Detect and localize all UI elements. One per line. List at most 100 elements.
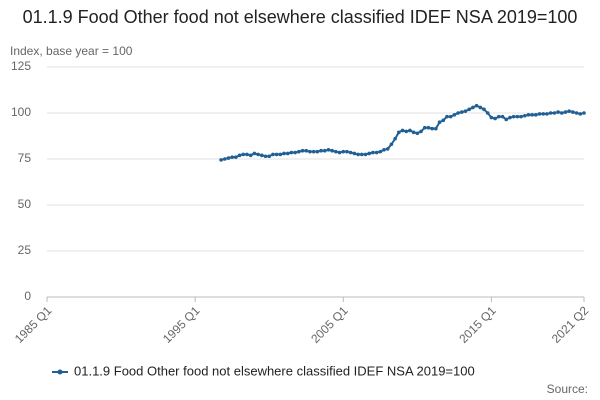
point xyxy=(330,148,334,153)
x-tick-label: 2015 Q1 xyxy=(456,303,499,346)
point xyxy=(574,111,579,115)
point xyxy=(404,129,409,134)
point xyxy=(456,111,460,115)
point xyxy=(359,152,364,157)
point xyxy=(445,114,449,119)
y-tick-label: 100 xyxy=(11,105,31,119)
point xyxy=(434,126,438,131)
point xyxy=(274,152,279,157)
point xyxy=(263,154,268,159)
point xyxy=(400,128,405,133)
point xyxy=(474,103,479,108)
point xyxy=(545,112,549,116)
point xyxy=(582,111,586,115)
point xyxy=(348,150,353,155)
point xyxy=(322,148,327,153)
point xyxy=(378,149,383,154)
point xyxy=(519,114,523,119)
point xyxy=(356,152,360,157)
point xyxy=(260,153,264,158)
y-tick-label: 0 xyxy=(24,289,31,303)
point xyxy=(537,112,542,116)
point xyxy=(374,150,379,155)
point xyxy=(571,110,575,114)
point xyxy=(245,152,249,157)
point xyxy=(522,113,527,118)
point xyxy=(237,153,242,158)
point xyxy=(334,149,338,154)
point xyxy=(419,129,423,134)
point xyxy=(219,158,223,162)
point xyxy=(293,150,297,155)
point xyxy=(556,110,560,114)
point xyxy=(515,114,520,119)
point xyxy=(389,142,394,147)
point xyxy=(304,148,309,153)
point xyxy=(467,107,471,112)
point xyxy=(297,149,301,154)
point xyxy=(511,114,516,119)
point xyxy=(530,113,534,117)
point xyxy=(559,111,564,115)
point xyxy=(493,116,497,121)
point xyxy=(363,152,368,157)
point xyxy=(500,114,505,119)
legend-label: 01.1.9 Food Other food not elsewhere cla… xyxy=(74,363,475,378)
point xyxy=(411,130,416,135)
y-tick-label: 50 xyxy=(18,197,32,211)
point xyxy=(397,130,401,135)
point xyxy=(471,105,475,110)
y-tick-label: 125 xyxy=(11,59,31,73)
point xyxy=(482,107,486,112)
point xyxy=(300,148,305,153)
y-tick-label: 25 xyxy=(18,243,32,257)
point xyxy=(441,118,446,123)
point xyxy=(319,148,323,153)
legend-marker xyxy=(57,369,63,375)
point xyxy=(226,156,231,160)
point xyxy=(448,114,453,119)
point xyxy=(315,149,320,154)
point xyxy=(352,151,357,156)
point xyxy=(385,147,390,151)
point xyxy=(241,152,246,157)
point xyxy=(230,155,234,159)
point xyxy=(578,112,583,116)
point xyxy=(341,149,346,154)
point xyxy=(367,151,372,156)
y-tick-label: 75 xyxy=(18,151,32,165)
point xyxy=(489,115,494,120)
point xyxy=(282,151,286,156)
point xyxy=(252,151,257,156)
point xyxy=(256,152,260,157)
point xyxy=(497,114,501,119)
point xyxy=(430,126,434,131)
point xyxy=(222,157,227,161)
point xyxy=(452,113,457,117)
point xyxy=(463,109,468,113)
point xyxy=(541,112,546,116)
point xyxy=(345,149,349,154)
point xyxy=(267,154,272,159)
source: Source: xyxy=(547,382,588,396)
point xyxy=(382,148,386,152)
point xyxy=(326,148,331,152)
point xyxy=(248,153,253,158)
x-tick-label: 1995 Q1 xyxy=(160,303,203,346)
point xyxy=(426,125,431,130)
point xyxy=(567,109,571,113)
point xyxy=(371,150,375,155)
y-axis-label: Index, base year = 100 xyxy=(10,44,133,58)
point xyxy=(504,117,509,122)
point xyxy=(311,149,316,154)
point xyxy=(552,111,557,115)
x-tick-label: 2021 Q2 xyxy=(549,303,592,346)
point xyxy=(437,120,442,124)
point xyxy=(485,111,490,115)
point xyxy=(508,115,512,120)
point xyxy=(234,155,238,159)
point xyxy=(534,113,538,117)
point xyxy=(337,150,342,155)
